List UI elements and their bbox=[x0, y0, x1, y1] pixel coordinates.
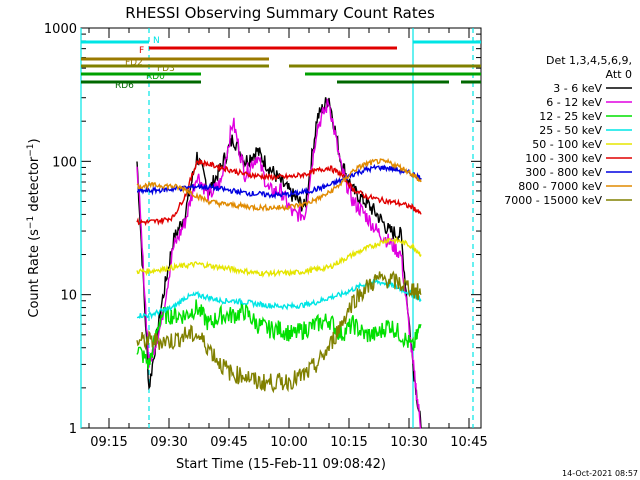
timestamp: 14-Oct-2021 08:57 bbox=[562, 469, 638, 478]
flag-label-n: N bbox=[153, 36, 160, 46]
y-tick-label: 10 bbox=[60, 289, 77, 304]
legend-label-8: 800 - 7000 keV bbox=[518, 180, 602, 193]
x-tick-label: 10:30 bbox=[390, 435, 427, 450]
legend-label-5: 50 - 100 keV bbox=[532, 138, 602, 151]
legend-label-3: 12 - 25 keV bbox=[539, 110, 602, 123]
series-line-4 bbox=[136, 278, 422, 320]
x-tick-label: 09:45 bbox=[210, 435, 247, 450]
y-axis-label-end: ) bbox=[27, 138, 42, 143]
series-line-9 bbox=[136, 270, 422, 394]
legend-label-1: 3 - 6 keV bbox=[553, 82, 602, 95]
y-tick-label: 1000 bbox=[44, 22, 77, 37]
x-tick-label: 10:15 bbox=[330, 435, 367, 450]
legend-label-7: 300 - 800 keV bbox=[525, 166, 602, 179]
x-tick-label: 10:00 bbox=[270, 435, 307, 450]
x-tick-label: 09:30 bbox=[150, 435, 187, 450]
x-tick-label: 10:45 bbox=[450, 435, 487, 450]
y-axis-label-main: Count Rate (s bbox=[27, 229, 42, 318]
series-line-6 bbox=[136, 158, 422, 227]
y-axis-label-mid: detector bbox=[27, 156, 42, 216]
flag-label-rd0: RD0 bbox=[146, 72, 165, 82]
legend-header-2: Att 0 bbox=[606, 68, 632, 81]
y-axis-label-sup1: −1 bbox=[26, 216, 36, 229]
x-tick-label: 09:15 bbox=[90, 435, 127, 450]
flag-label-fd2: FD2 bbox=[125, 58, 143, 68]
y-tick-label: 1 bbox=[69, 422, 77, 437]
flag-label-f: F bbox=[139, 46, 144, 56]
flag-label-fd3: FD3 bbox=[157, 64, 175, 74]
series-line-8 bbox=[136, 157, 422, 213]
legend-label-9: 7000 - 15000 keV bbox=[504, 194, 602, 207]
y-axis-label-sup2: −1 bbox=[26, 143, 36, 156]
legend-label-2: 6 - 12 keV bbox=[546, 96, 602, 109]
plot-layer: 1 10 100 1000 09:15 09:30 09:45 10:00 10:15 10:30… bbox=[44, 22, 632, 450]
series-line-1 bbox=[136, 97, 422, 429]
chart-title: RHESSI Observing Summary Count Rates bbox=[125, 4, 435, 22]
legend-label-6: 100 - 300 keV bbox=[525, 152, 602, 165]
y-axis-label: Count Rate (s−1 detector−1) bbox=[26, 138, 42, 317]
series-line-3 bbox=[136, 299, 422, 370]
series-line-2 bbox=[136, 98, 422, 429]
legend-header-1: Det 1,3,4,5,6,9, bbox=[546, 54, 632, 67]
series-line-5 bbox=[136, 236, 422, 278]
series-line-7 bbox=[137, 163, 422, 200]
legend-label-4: 25 - 50 keV bbox=[539, 124, 602, 137]
y-tick-label: 100 bbox=[52, 155, 77, 170]
x-axis-label: Start Time (15-Feb-11 09:08:42) bbox=[176, 457, 386, 472]
flag-label-rd6: RD6 bbox=[115, 81, 134, 91]
